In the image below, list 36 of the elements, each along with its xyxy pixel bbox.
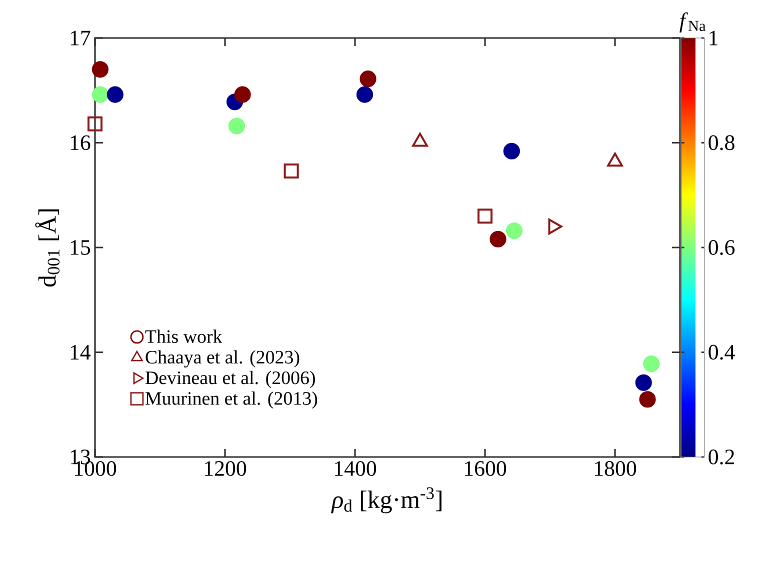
x-tick-label: 1800: [595, 461, 636, 476]
point: [635, 374, 652, 391]
color-bar-title: f$_{Na}$: [680, 12, 706, 33]
x-tick-label: 1200: [205, 461, 246, 476]
x-tick-label: 1600: [465, 461, 506, 476]
legend-label: Chaaya et al. (2023): [146, 350, 300, 368]
y-tick-label: 16: [70, 135, 90, 150]
point: [88, 116, 102, 132]
point: [643, 355, 660, 372]
y-tick-label: 15: [70, 240, 90, 255]
legend-label: Devineau et al. (2006): [146, 370, 315, 388]
point: [356, 86, 374, 103]
y-tick-label: 14: [70, 345, 91, 360]
point: [360, 70, 376, 88]
point: [478, 208, 493, 224]
legend-label: Muurinen et al. (2013): [146, 392, 318, 409]
point: [503, 142, 520, 160]
y-tick-label: 17: [70, 30, 90, 46]
point: [106, 86, 124, 103]
color-bar-label: 0.8: [708, 135, 734, 150]
point: [506, 222, 523, 240]
point: [490, 230, 506, 248]
point: [228, 118, 246, 134]
x-tick-label: 1400: [335, 461, 376, 476]
point: [92, 61, 108, 78]
point: [234, 86, 251, 103]
color-bar-label: 0.6: [708, 240, 735, 255]
x-axis-title: ρ$_{d}$ [kg·m$^{-3}$]: [331, 487, 442, 514]
legend-label: This work: [145, 330, 222, 343]
point: [92, 86, 108, 103]
point: [284, 164, 299, 179]
color-bar-label: 0.4: [708, 344, 735, 360]
color-bar-label: 1: [710, 30, 718, 46]
color-bar-label: 0.2: [708, 450, 734, 464]
point: [639, 391, 656, 408]
y-axis-title: d$_{001}$ [Å]: [35, 209, 60, 287]
